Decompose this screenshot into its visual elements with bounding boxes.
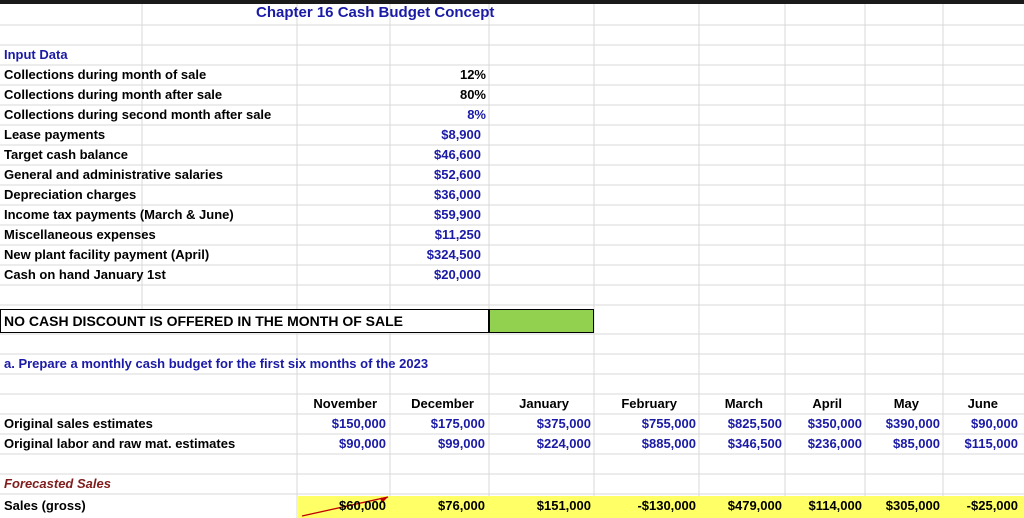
labor-estimate-cell[interactable]: $99,000 — [438, 436, 485, 451]
gross-sales-cell[interactable]: -$130,000 — [637, 498, 696, 513]
sales-estimate-cell[interactable]: $755,000 — [641, 416, 696, 431]
month-header: April — [812, 396, 842, 411]
gross-sales-cell[interactable]: $479,000 — [727, 498, 782, 513]
input-value[interactable]: $36,000 — [434, 187, 481, 202]
top-border — [0, 0, 1024, 4]
input-value[interactable]: 8% — [467, 107, 486, 122]
month-header: March — [724, 396, 763, 411]
labor-estimate-cell[interactable]: $85,000 — [893, 436, 940, 451]
sales-row-highlight — [297, 496, 1024, 518]
month-header: February — [621, 396, 677, 411]
no-discount-banner: NO CASH DISCOUNT IS OFFERED IN THE MONTH… — [0, 309, 489, 333]
gross-sales-cell[interactable]: $60,000 — [339, 498, 386, 513]
question-text: a. Prepare a monthly cash budget for the… — [4, 356, 429, 371]
input-label: New plant facility payment (April) — [4, 247, 210, 262]
highlight-cell[interactable] — [489, 309, 594, 333]
row-label: Original sales estimates — [4, 416, 153, 431]
gross-sales-cell[interactable]: $305,000 — [885, 498, 940, 513]
input-value[interactable]: $20,000 — [434, 267, 481, 282]
sales-estimate-cell[interactable]: $90,000 — [971, 416, 1018, 431]
sheet-title: Chapter 16 Cash Budget Concept — [256, 4, 495, 21]
input-label: Cash on hand January 1st — [4, 267, 166, 282]
labor-estimate-cell[interactable]: $346,500 — [727, 436, 782, 451]
input-value[interactable]: 80% — [459, 87, 486, 102]
month-header: May — [893, 396, 919, 411]
sales-estimate-cell[interactable]: $150,000 — [331, 416, 386, 431]
input-value[interactable]: $52,600 — [434, 167, 481, 182]
row-label: Original labor and raw mat. estimates — [4, 436, 236, 451]
input-value[interactable]: $59,900 — [434, 207, 481, 222]
input-label: Miscellaneous expenses — [4, 227, 156, 242]
input-label: Depreciation charges — [4, 187, 137, 202]
labor-estimate-cell[interactable]: $885,000 — [641, 436, 696, 451]
sales-estimate-cell[interactable]: $825,500 — [727, 416, 782, 431]
gross-sales-cell[interactable]: -$25,000 — [966, 498, 1018, 513]
sales-estimate-cell[interactable]: $175,000 — [430, 416, 485, 431]
input-value[interactable]: $8,900 — [441, 127, 481, 142]
labor-estimate-cell[interactable]: $90,000 — [339, 436, 386, 451]
input-value[interactable]: $46,600 — [434, 147, 481, 162]
forecast-header: Forecasted Sales — [4, 476, 111, 491]
month-header: June — [967, 396, 998, 411]
gross-sales-cell[interactable]: $151,000 — [536, 498, 591, 513]
month-header: December — [411, 396, 474, 411]
input-label: Income tax payments (March & June) — [4, 207, 234, 222]
input-data-header: Input Data — [4, 47, 68, 62]
month-header: January — [519, 396, 569, 411]
input-value[interactable]: $11,250 — [434, 227, 481, 242]
sales-estimate-cell[interactable]: $350,000 — [807, 416, 862, 431]
input-label: Collections during month after sale — [4, 87, 223, 102]
pointer-arrow-icon — [301, 496, 389, 517]
gross-sales-cell[interactable]: $114,000 — [808, 498, 862, 513]
input-label: Collections during second month after sa… — [4, 107, 272, 122]
sales-estimate-cell[interactable]: $390,000 — [885, 416, 940, 431]
row-label: Sales (gross) — [4, 498, 86, 513]
input-label: Lease payments — [4, 127, 106, 142]
labor-estimate-cell[interactable]: $224,000 — [536, 436, 591, 451]
input-label: Collections during month of sale — [4, 67, 207, 82]
input-value[interactable]: 12% — [459, 67, 486, 82]
sales-estimate-cell[interactable]: $375,000 — [536, 416, 591, 431]
input-label: General and administrative salaries — [4, 167, 223, 182]
labor-estimate-cell[interactable]: $236,000 — [807, 436, 862, 451]
input-value[interactable]: $324,500 — [426, 247, 481, 262]
gross-sales-cell[interactable]: $76,000 — [438, 498, 485, 513]
month-header: November — [313, 396, 377, 411]
input-label: Target cash balance — [4, 147, 129, 162]
labor-estimate-cell[interactable]: $115,000 — [964, 436, 1018, 451]
